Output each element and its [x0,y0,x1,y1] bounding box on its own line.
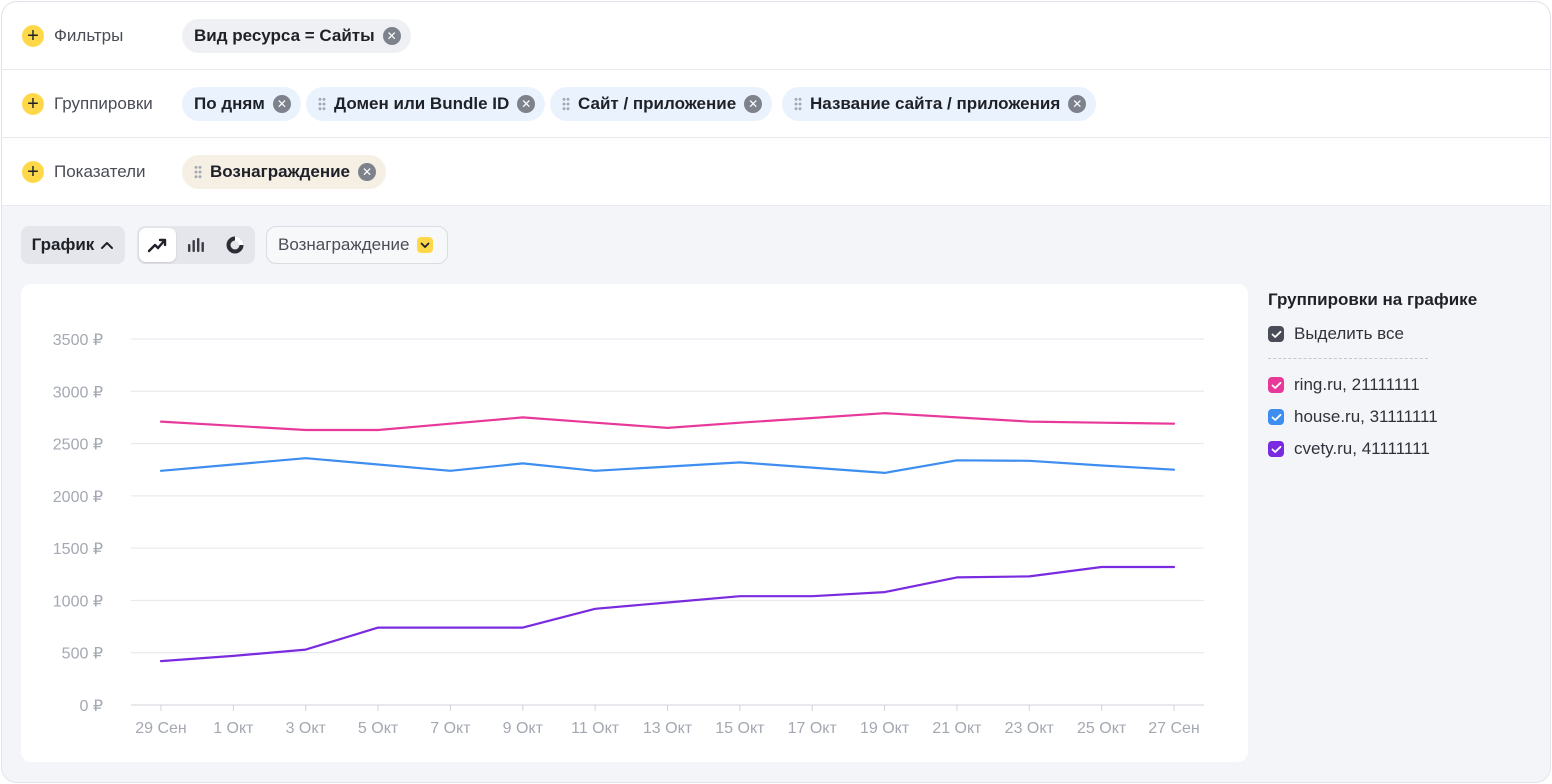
bar-chart-option[interactable] [178,228,215,262]
x-tick-label: 29 Сен [135,720,187,737]
remove-grouping-icon[interactable]: ✕ [744,95,763,113]
grouping-chip-days[interactable]: По дням ✕ [182,87,301,121]
y-tick-label: 1500 ₽ [53,541,103,558]
grouping-chip-site-name[interactable]: Название сайта / приложения ✕ [782,87,1097,121]
filter-chip[interactable]: Вид ресурса = Сайты ✕ [182,19,411,53]
chevron-up-icon [101,242,114,249]
legend-item-label: cvety.ru, 41111111 [1294,439,1430,458]
metric-chip-label: Вознаграждение [210,162,351,181]
legend-item-cvety[interactable]: cvety.ru, 41111111 [1268,433,1538,465]
legend-title: Группировки на графике [1268,290,1478,309]
groupings-row: + Группировки По дням ✕ Домен или Bundle… [2,70,1550,138]
x-tick-label: 9 Окт [503,720,544,737]
remove-filter-icon[interactable]: ✕ [382,27,401,45]
grouping-chip-site[interactable]: Сайт / приложение ✕ [550,87,773,121]
x-tick-label: 5 Окт [358,720,399,737]
remove-grouping-icon[interactable]: ✕ [517,95,536,113]
bar-chart-icon [188,238,204,252]
chart-card: 0 ₽ 500 ₽ 1000 ₽ 1500 ₽ 2000 ₽ 2500 ₽ 3000 ₽ 35… [21,284,1248,762]
x-tick-label: 19 Окт [860,720,910,737]
x-tick-label: 27 Сен [1148,720,1200,737]
legend-item-house[interactable]: house.ru, 31111111 [1268,401,1538,433]
legend-divider [1268,358,1428,359]
remove-metric-icon[interactable]: ✕ [358,163,377,181]
series-line-2 [159,457,1176,474]
x-tick-label: 13 Окт [643,720,693,737]
drag-handle-icon[interactable] [794,97,802,111]
x-tick-label: 11 Окт [571,720,620,737]
view-toggle-button[interactable]: График [21,226,125,264]
groupings-label: Группировки [54,93,153,113]
metrics-label: Показатели [54,161,146,181]
y-tick-label: 3500 ₽ [53,332,103,349]
y-tick-label: 500 ₽ [62,646,103,663]
checkbox-icon [1268,377,1284,393]
add-grouping-plus-icon[interactable]: + [22,93,44,115]
metric-select[interactable]: Вознаграждение [266,226,448,264]
grouping-chip-label: Название сайта / приложения [810,94,1061,113]
drag-handle-icon[interactable] [194,165,202,179]
legend-item-label: house.ru, 31111111 [1294,407,1438,426]
grouping-chip-label: Домен или Bundle ID [334,94,510,113]
filters-label: Фильтры [54,25,124,45]
legend-item-ring[interactable]: ring.ru, 21111111 [1268,369,1538,401]
grouping-chip-label: Сайт / приложение [578,94,737,113]
chart-type-switch [137,226,255,264]
legend-item-label: ring.ru, 21111111 [1294,375,1420,394]
chevron-down-icon [417,237,434,253]
y-tick-label: 1000 ₽ [53,593,103,610]
x-tick-label: 3 Окт [286,720,327,737]
add-filter-plus-icon[interactable]: + [22,25,44,47]
y-tick-label: 3000 ₽ [53,384,103,401]
x-tick-label: 1 Окт [213,720,254,737]
x-tick-label: 21 Окт [932,720,982,737]
line-chart: 0 ₽ 500 ₽ 1000 ₽ 1500 ₽ 2000 ₽ 2500 ₽ 3000 ₽ 35… [53,332,1204,737]
grouping-chip-label: По дням [194,94,265,113]
checkbox-icon [1268,409,1284,425]
line-chart-option[interactable] [139,228,176,262]
remove-grouping-icon[interactable]: ✕ [272,95,291,113]
series-line-1 [159,412,1176,432]
view-toggle-label: График [31,235,95,254]
x-tick-label: 17 Окт [788,720,838,737]
pie-chart-icon [226,236,244,254]
checkbox-icon [1268,326,1284,342]
checkbox-icon [1268,441,1284,457]
chart-area: График [2,206,1550,782]
drag-handle-icon[interactable] [318,97,326,111]
y-tick-label: 0 ₽ [79,698,103,715]
drag-handle-icon[interactable] [562,97,570,111]
remove-grouping-icon[interactable]: ✕ [1068,95,1087,113]
filter-chip-label: Вид ресурса = Сайты [194,26,375,45]
metrics-row: + Показатели Вознаграждение ✕ [2,138,1550,206]
line-chart-icon [148,238,167,253]
y-tick-label: 2000 ₽ [53,489,103,506]
pie-chart-option[interactable] [216,228,253,262]
add-metric-plus-icon[interactable]: + [22,161,44,183]
filters-row: + Фильтры Вид ресурса = Сайты ✕ [2,2,1550,70]
x-tick-label: 15 Окт [715,720,765,737]
x-tick-label: 7 Окт [430,720,471,737]
chart-legend: Группировки на графике Выделить все ring… [1268,290,1538,465]
series-line-3 [159,565,1176,663]
x-tick-label: 25 Окт [1077,720,1127,737]
select-all-label: Выделить все [1294,324,1404,343]
y-tick-label: 2500 ₽ [53,437,103,454]
x-tick-label: 23 Окт [1005,720,1055,737]
metric-select-label: Вознаграждение [278,235,410,254]
grouping-chip-domain[interactable]: Домен или Bundle ID ✕ [306,87,546,121]
select-all-checkbox[interactable]: Выделить все [1268,318,1538,350]
metric-chip[interactable]: Вознаграждение ✕ [182,155,387,189]
